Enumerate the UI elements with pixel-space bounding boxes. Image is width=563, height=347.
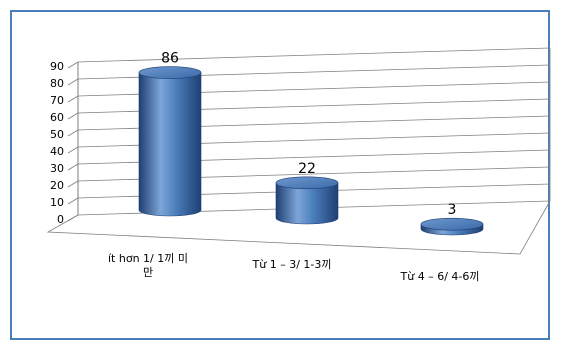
- labels-layer: 86 ít hơn 1/ 1끼 미 만 22 Từ 1 – 3/ 1-3끼 3 Từ 4 –…: [108, 51, 479, 283]
- gridline: [77, 47, 551, 63]
- tick-mark: [67, 112, 79, 120]
- data-label: 3: [448, 202, 457, 218]
- y-tick-label: 50: [50, 128, 64, 141]
- x-tick-label: Từ 1 – 3/ 1-3끼: [252, 258, 332, 271]
- bar-top: [420, 217, 484, 231]
- tick-mark: [67, 78, 79, 86]
- y-tick-label: 40: [50, 145, 64, 158]
- bar-top: [275, 176, 339, 190]
- tick-mark: [67, 163, 79, 171]
- bar-body: [275, 182, 339, 225]
- bar-body: [138, 72, 202, 217]
- tick-mark: [67, 197, 79, 205]
- y-tick-label: 60: [50, 111, 64, 124]
- bar-2: [275, 176, 339, 225]
- y-tick-label: 80: [50, 77, 64, 90]
- data-label: 86: [161, 51, 179, 67]
- bar-top: [138, 66, 202, 79]
- y-tick-label: 0: [57, 213, 64, 226]
- y-tick-label: 10: [50, 196, 64, 209]
- data-label: 22: [298, 161, 316, 177]
- bar-3: [420, 217, 484, 236]
- bar-1: [138, 66, 202, 217]
- tick-mark: [67, 129, 79, 137]
- y-tick-label: 20: [50, 179, 64, 192]
- tick-mark: [67, 61, 79, 69]
- x-tick-label: Từ 4 – 6/ 4-6끼: [400, 270, 480, 283]
- y-tick-label: 30: [50, 162, 64, 175]
- y-tick-label: 90: [50, 60, 64, 73]
- y-tick-label: 70: [50, 94, 64, 107]
- floor-outline: [46, 200, 551, 255]
- tick-mark: [67, 95, 79, 103]
- bars-layer: [138, 66, 484, 236]
- tick-mark: [67, 180, 79, 188]
- tick-mark: [67, 146, 79, 154]
